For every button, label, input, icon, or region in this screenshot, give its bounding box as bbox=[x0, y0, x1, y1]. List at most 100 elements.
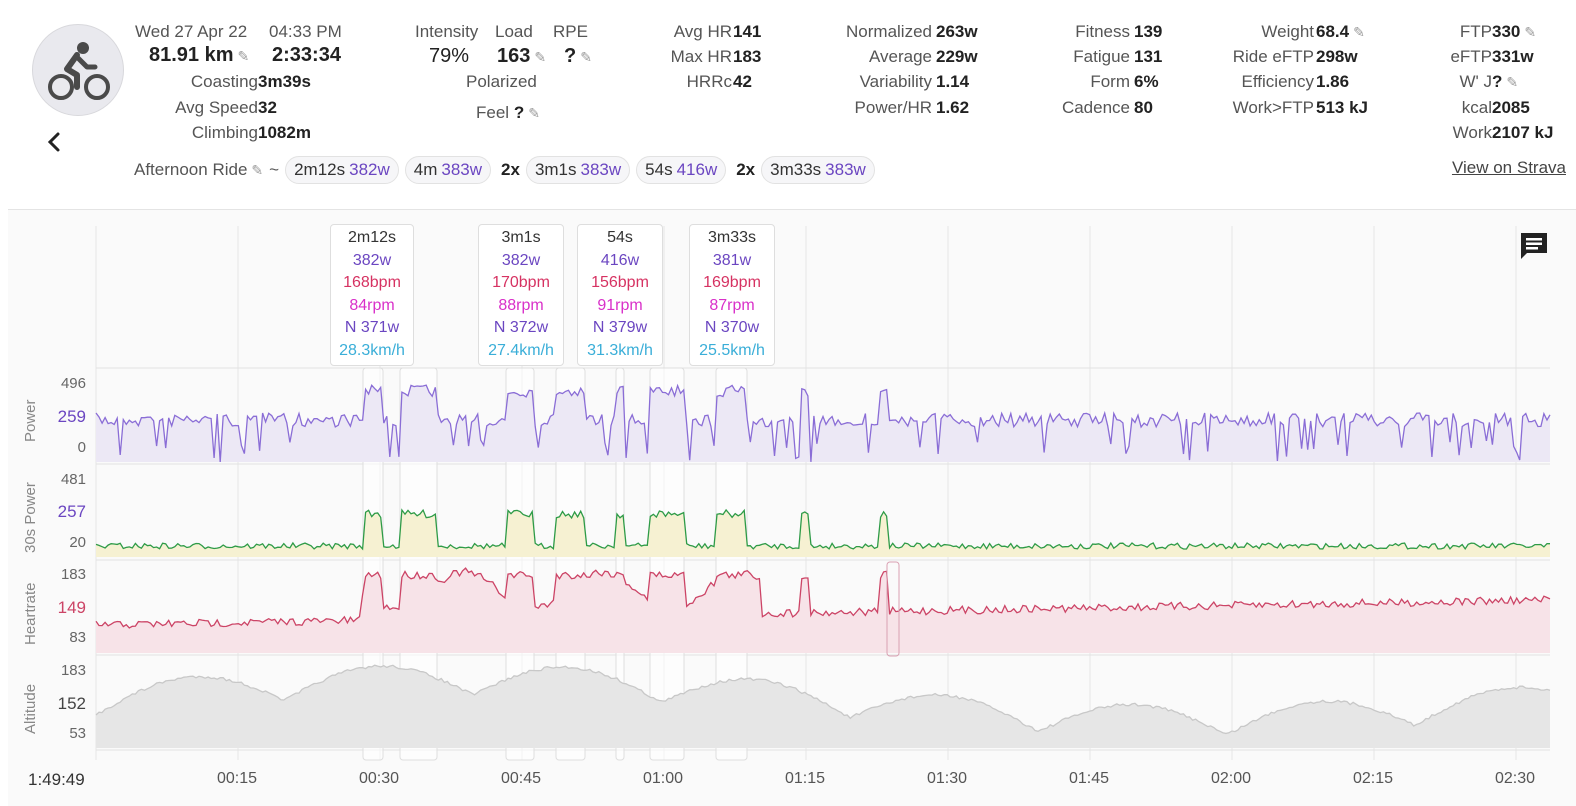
x-tick: 02:30 bbox=[1495, 770, 1536, 787]
power-tick: 259 bbox=[57, 407, 86, 426]
ride-name[interactable]: Afternoon Ride ✎ bbox=[134, 160, 264, 179]
interval-chip[interactable]: 3m1s 383w bbox=[525, 156, 631, 184]
variability-label: Variability bbox=[859, 72, 932, 91]
work-ftp-value: 513 kJ bbox=[1316, 98, 1368, 117]
kcal-value: 2085 bbox=[1492, 98, 1530, 117]
edit-pencil-icon[interactable]: ✎ bbox=[580, 49, 592, 65]
x-axis-start-time: 1:49:49 bbox=[28, 770, 85, 789]
edit-pencil-icon[interactable]: ✎ bbox=[1353, 24, 1365, 40]
edit-pencil-icon[interactable]: ✎ bbox=[528, 105, 540, 121]
edit-pencil-icon[interactable]: ✎ bbox=[1524, 24, 1537, 40]
interval-tooltip: 54s 416w 156bpm 91rpm N 379w 31.3km/h bbox=[577, 224, 663, 366]
weight-label: Weight bbox=[1261, 22, 1314, 41]
cyclist-icon bbox=[48, 42, 110, 100]
power30-tick: 481 bbox=[60, 471, 86, 488]
fatigue-value: 131 bbox=[1134, 47, 1163, 66]
x-tick: 00:45 bbox=[501, 770, 542, 787]
heartrate-axis-title: Heartrate bbox=[22, 582, 39, 645]
activity-date: Wed 27 Apr 22 bbox=[135, 22, 248, 41]
heartrate-tick: 83 bbox=[69, 629, 86, 646]
feel-stat[interactable]: Feel ? ✎ bbox=[476, 103, 540, 122]
altitude-axis-title: Altitude bbox=[22, 683, 39, 734]
altitude-tick: 152 bbox=[57, 694, 86, 713]
interval-chip[interactable]: 4m 383w bbox=[404, 156, 492, 184]
power-tick: 0 bbox=[77, 439, 86, 456]
cadence-value: 80 bbox=[1134, 98, 1153, 117]
climbing-value: 1082m bbox=[258, 123, 311, 142]
power30-axis-title: 30s Power bbox=[22, 482, 39, 553]
efficiency-label: Efficiency bbox=[1241, 72, 1314, 91]
coasting-stat: Coasting bbox=[190, 72, 258, 91]
ftp-value[interactable]: 330 ✎ bbox=[1492, 22, 1537, 41]
rpe-value[interactable]: ? ✎ bbox=[564, 45, 592, 67]
average-value: 229w bbox=[936, 47, 978, 66]
cadence-label: Cadence bbox=[1061, 98, 1130, 117]
x-tick: 00:15 bbox=[217, 770, 258, 787]
interval-chip[interactable]: 54s 416w bbox=[636, 156, 727, 184]
form-label: Form bbox=[1090, 72, 1130, 91]
climbing-stat: Climbing bbox=[191, 123, 258, 142]
interval-tooltip: 3m33s 381w 169bpm 87rpm N 370w 25.5km/h bbox=[689, 224, 775, 366]
work-label: Work bbox=[1452, 123, 1492, 142]
max-hr-label: Max HR bbox=[670, 47, 732, 66]
intensity-label: Intensity bbox=[415, 22, 479, 41]
power30-tick: 257 bbox=[57, 502, 86, 521]
power-fill bbox=[96, 385, 1550, 462]
wprime-label: W' J bbox=[1459, 72, 1492, 91]
wprime-value[interactable]: ? ✎ bbox=[1492, 72, 1519, 91]
cycling-activity-avatar bbox=[32, 24, 124, 116]
weight-value[interactable]: 68.4 ✎ bbox=[1316, 22, 1365, 41]
ride-eftp-value: 298w bbox=[1316, 47, 1358, 66]
power-hr-label: Power/HR bbox=[854, 98, 932, 117]
interval-chip[interactable]: 2m12s 382w bbox=[285, 156, 399, 184]
power-axis-title: Power bbox=[22, 399, 39, 442]
comment-icon[interactable] bbox=[1518, 230, 1550, 262]
view-on-strava-link[interactable]: View on Strava bbox=[1451, 158, 1566, 177]
x-tick: 01:45 bbox=[1069, 770, 1110, 787]
altitude-line bbox=[95, 664, 1551, 735]
distance-value[interactable]: 81.91 km ✎ bbox=[149, 44, 250, 66]
altitude-fill bbox=[96, 665, 1550, 748]
avg-hr-value: 141 bbox=[733, 22, 762, 41]
work-ftp-label: Work>FTP bbox=[1232, 98, 1314, 117]
avg-speed-value: 32 bbox=[258, 98, 277, 117]
x-tick: 02:15 bbox=[1353, 770, 1394, 787]
hrrc-value: 42 bbox=[733, 72, 752, 91]
interval-tooltip: 2m12s 382w 168bpm 84rpm N 371w 28.3km/h bbox=[330, 224, 414, 366]
interval-band bbox=[649, 367, 685, 761]
heartrate-tick: 149 bbox=[57, 598, 86, 617]
coasting-value: 3m39s bbox=[258, 72, 311, 91]
x-tick: 01:30 bbox=[927, 770, 968, 787]
edit-pencil-icon[interactable]: ✎ bbox=[534, 49, 547, 65]
edit-pencil-icon[interactable]: ✎ bbox=[237, 48, 250, 64]
average-label: Average bbox=[868, 47, 932, 66]
interval-chip[interactable]: 3m33s 383w bbox=[761, 156, 875, 184]
power-line bbox=[95, 383, 1551, 462]
avg-hr-label: Avg HR bbox=[673, 22, 732, 41]
back-chevron-icon[interactable] bbox=[44, 128, 64, 156]
ride-eftp-label: Ride eFTP bbox=[1232, 47, 1314, 66]
load-value[interactable]: 163 ✎ bbox=[497, 45, 547, 67]
ftp-label: FTP bbox=[1459, 22, 1492, 41]
x-tick: 00:30 bbox=[359, 770, 400, 787]
eftp-label: eFTP bbox=[1450, 47, 1492, 66]
polarized-label: Polarized bbox=[466, 72, 537, 91]
x-tick: 01:00 bbox=[643, 770, 684, 787]
intervals-summary-row: Afternoon Ride ✎ ~ 2m12s 382w 4m 383w 2x 3m… bbox=[134, 156, 875, 184]
heartrate-tick: 183 bbox=[60, 566, 86, 583]
power-tick: 496 bbox=[60, 375, 86, 392]
interval-repeat-count: 2x bbox=[736, 160, 756, 179]
fatigue-label: Fatigue bbox=[1073, 47, 1130, 66]
activity-time: 04:33 PM bbox=[269, 22, 342, 41]
hrrc-label: HRRc bbox=[686, 72, 732, 91]
work-value: 2107 kJ bbox=[1492, 123, 1554, 142]
load-label: Load bbox=[495, 22, 533, 41]
normalized-value: 263w bbox=[936, 22, 978, 41]
duration-value: 2:33:34 bbox=[272, 44, 341, 66]
edit-pencil-icon[interactable]: ✎ bbox=[251, 162, 264, 178]
edit-pencil-icon[interactable]: ✎ bbox=[1506, 74, 1519, 90]
avg-speed-stat: Avg Speed bbox=[175, 98, 258, 117]
form-value: 6% bbox=[1134, 72, 1159, 91]
eftp-value: 331w bbox=[1492, 47, 1534, 66]
